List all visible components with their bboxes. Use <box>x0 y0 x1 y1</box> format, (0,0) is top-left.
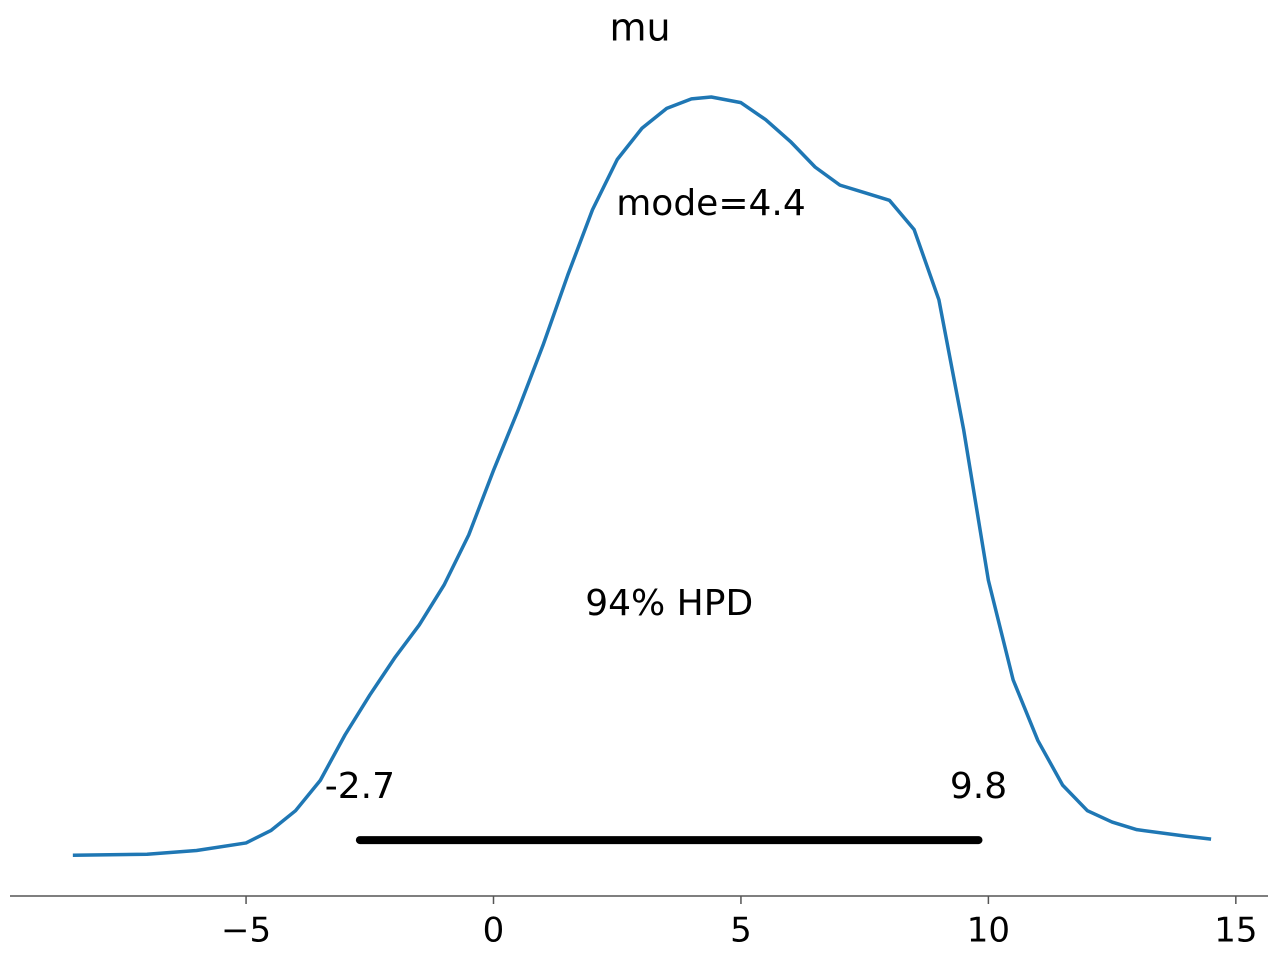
density-line <box>72 95 1212 857</box>
x-tick-label: 0 <box>483 911 505 951</box>
x-tick-label: 15 <box>1214 911 1257 951</box>
x-tick-label: 10 <box>967 911 1010 951</box>
chart-title: mu <box>609 6 670 50</box>
point-estimate-label: mode=4.4 <box>616 183 806 224</box>
x-tick-label: −5 <box>221 911 271 951</box>
hpd-low-label: -2.7 <box>325 766 395 807</box>
hpd-label: 94% HPD <box>585 583 753 624</box>
x-tick-label: 5 <box>730 911 752 951</box>
hpd-high-label: 9.8 <box>950 766 1007 807</box>
